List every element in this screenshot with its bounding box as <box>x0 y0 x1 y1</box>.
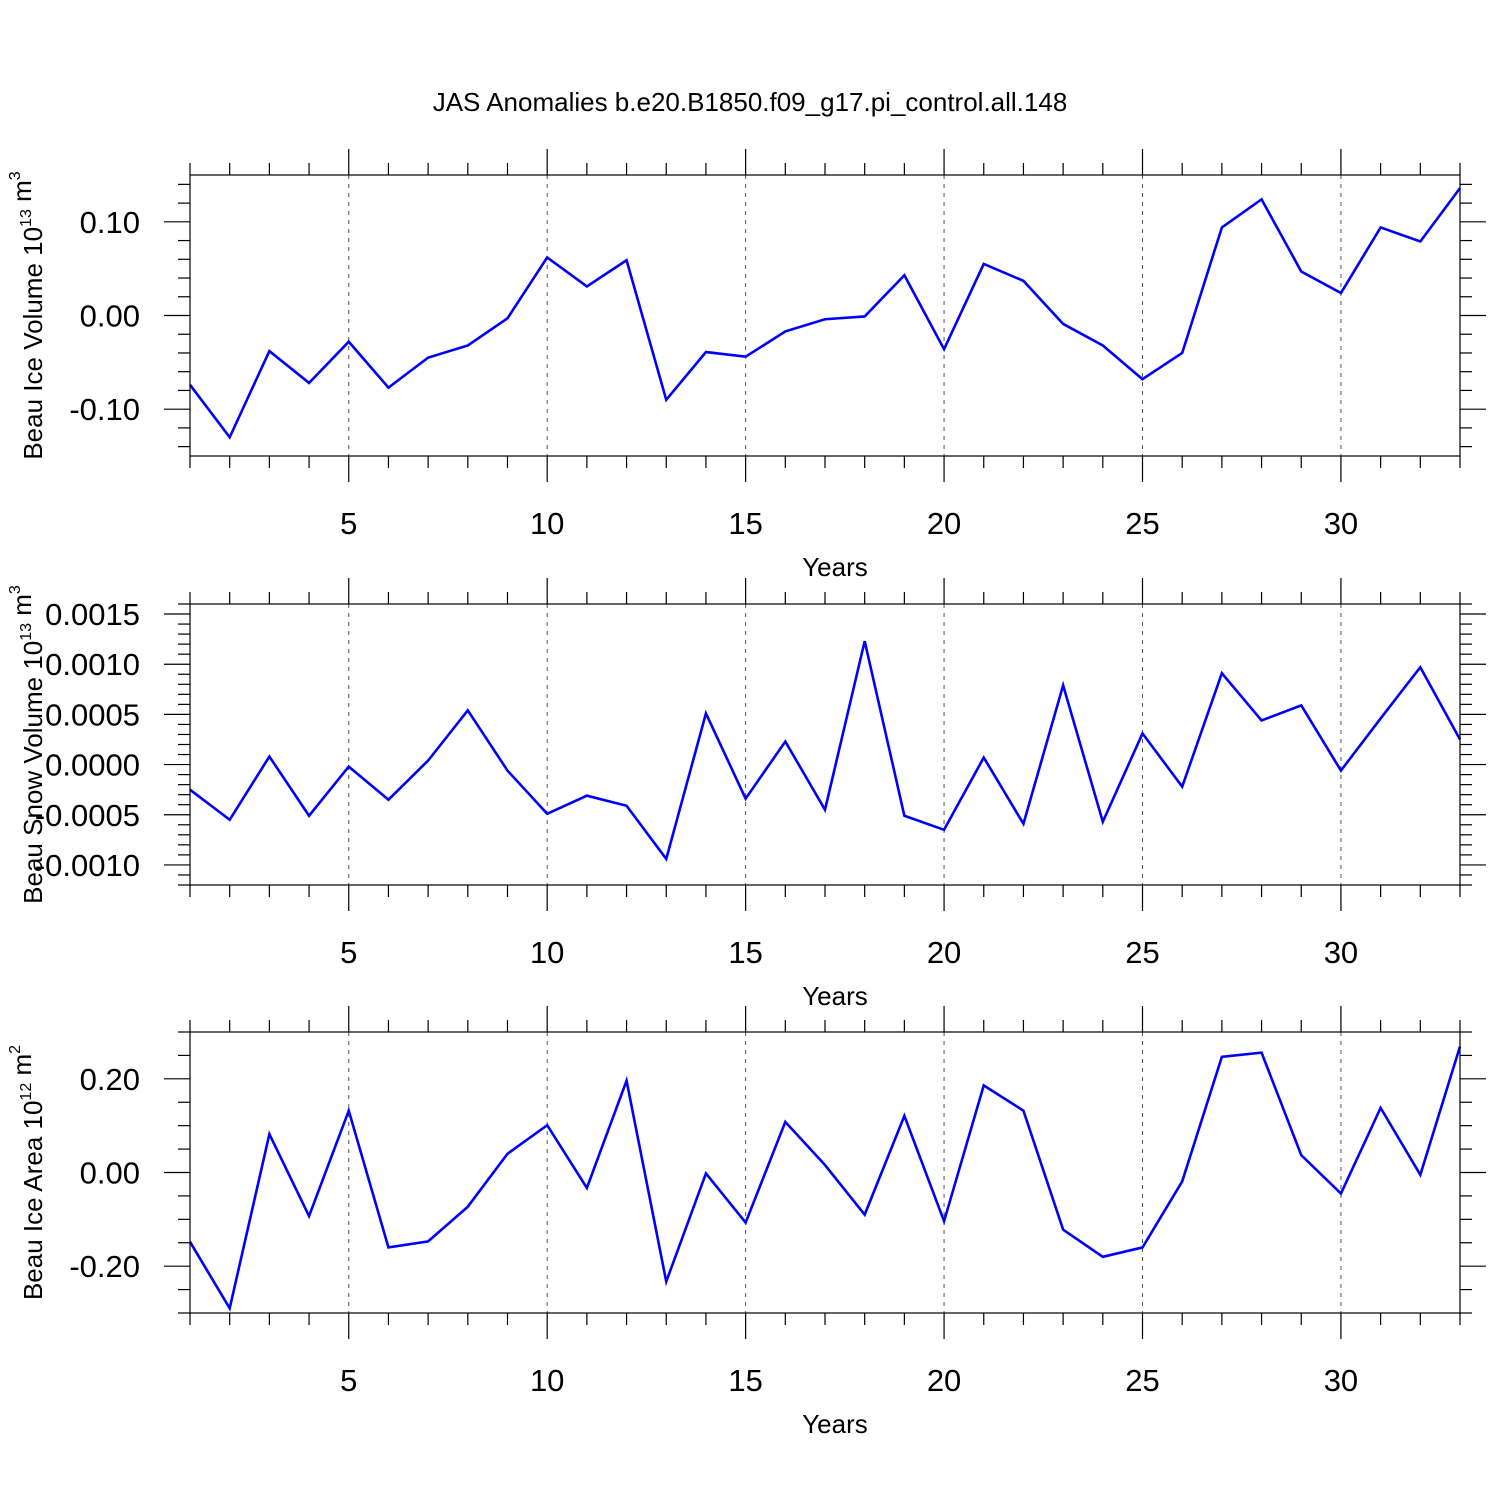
chart-panel-1: 5 10 15 20 25 30 -0.10 0.00 0.10 Years Beau Ice Vo… <box>7 149 1486 582</box>
y-tick-label: 0.0000 <box>45 748 140 783</box>
y-axis-title-exponent: 3 <box>7 171 24 180</box>
x-axis-title: Years <box>802 1409 868 1439</box>
series-line <box>189 640 1462 862</box>
y-tick-label: 0.20 <box>80 1062 140 1097</box>
series-line <box>188 1046 1462 1312</box>
x-tick-label: 20 <box>927 1363 961 1398</box>
y-axis-title: Beau Snow Volume 1013 m3 <box>7 585 48 904</box>
plot-frame <box>189 1031 1461 1314</box>
chart-panel-3: 5 10 15 20 25 30 -0.20 0.00 0.20 Years Beau Ice Ar… <box>7 1006 1486 1439</box>
x-tick-label: 15 <box>728 1363 762 1398</box>
x-tick-label: 20 <box>927 935 961 970</box>
x-tick-label: 30 <box>1324 1363 1358 1398</box>
x-tick-label: 10 <box>530 1363 564 1398</box>
x-tick-label: 30 <box>1324 506 1358 541</box>
x-tick-label: 20 <box>927 506 961 541</box>
y-axis-title-text: m <box>7 1054 37 1083</box>
x-tick-label: 5 <box>340 506 357 541</box>
y-axis-title-exponent: 13 <box>18 623 35 641</box>
chart-panel-2: 5 10 15 20 25 30 -0.0010 -0.0005 0.0000 0.0005 0.0… <box>7 578 1486 1011</box>
y-axis-title-text: Beau Ice Volume 10 <box>18 227 48 460</box>
y-tick-label: -0.10 <box>69 392 140 427</box>
y-axis-title-text: m <box>7 594 37 623</box>
x-tick-label: 25 <box>1125 935 1159 970</box>
x-axis-title: Years <box>802 552 868 582</box>
y-tick-label: 0.00 <box>80 299 140 334</box>
y-axis-title-exponent: 3 <box>7 585 24 594</box>
x-tick-label: 25 <box>1125 506 1159 541</box>
x-tick-label: 15 <box>728 935 762 970</box>
x-tick-label: 5 <box>340 1363 357 1398</box>
x-tick-label: 10 <box>530 935 564 970</box>
y-axis-title: Beau Ice Volume 1013 m3 <box>7 171 48 459</box>
x-tick-label: 30 <box>1324 935 1358 970</box>
x-tick-label: 25 <box>1125 1363 1159 1398</box>
y-tick-label: 0.10 <box>80 205 140 240</box>
x-tick-label: 5 <box>340 935 357 970</box>
x-tick-label: 15 <box>728 506 762 541</box>
y-tick-label: -0.20 <box>69 1249 140 1284</box>
y-tick-label: -0.0010 <box>35 848 140 883</box>
figure-title: JAS Anomalies b.e20.B1850.f09_g17.pi_con… <box>433 87 1068 117</box>
plot-frame <box>189 174 1461 457</box>
y-axis-title-exponent: 13 <box>18 209 35 227</box>
y-axis-title-text: Beau Ice Area 10 <box>18 1101 48 1300</box>
y-axis-title-text: m <box>7 180 37 209</box>
y-tick-label: 0.0010 <box>45 647 140 682</box>
plot-frame <box>189 603 1461 886</box>
y-axis-title-exponent: 2 <box>7 1045 24 1054</box>
y-tick-label: -0.0005 <box>35 798 140 833</box>
x-tick-label: 10 <box>530 506 564 541</box>
y-axis-title: Beau Ice Area 1012 m2 <box>7 1045 48 1300</box>
y-tick-label: 0.0005 <box>45 697 140 732</box>
y-tick-label: 0.00 <box>80 1156 140 1191</box>
y-axis-title-text: Beau Snow Volume 10 <box>18 641 48 904</box>
x-axis-title: Years <box>802 981 868 1011</box>
y-tick-label: 0.0015 <box>45 597 140 632</box>
y-axis-title-exponent: 12 <box>18 1083 35 1101</box>
series-line <box>188 187 1462 440</box>
